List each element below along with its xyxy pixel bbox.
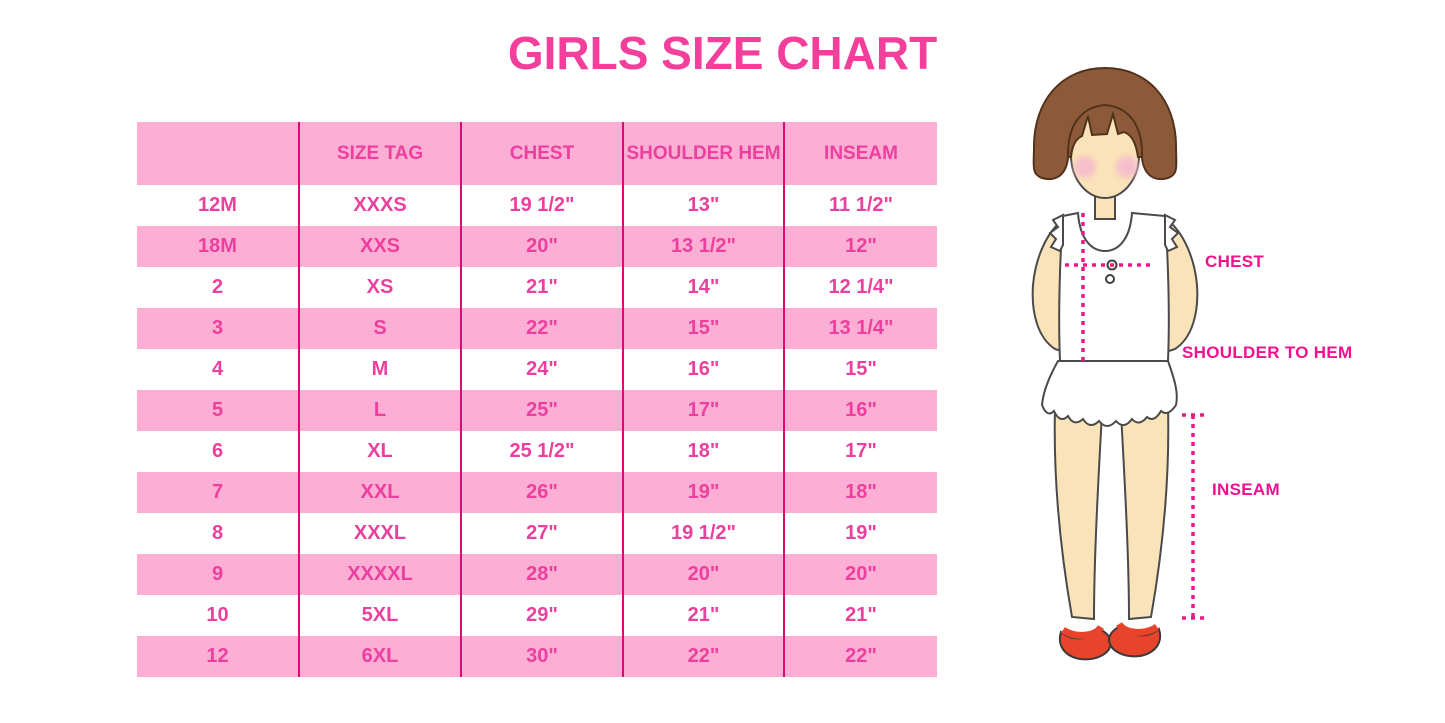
table-cell: 24" (461, 349, 624, 390)
table-cell: 17" (784, 431, 937, 472)
table-cell: XS (299, 267, 462, 308)
blush-left (1074, 156, 1096, 178)
table-cell: XL (299, 431, 462, 472)
table-cell: 2 (137, 267, 300, 308)
column-header-shoulder-hem: SHOULDER HEM (623, 122, 785, 185)
table-cell: 14" (623, 267, 785, 308)
table-row: 18M XXS 20" 13 1/2" 12" (137, 226, 937, 267)
table-cell: 19" (623, 472, 785, 513)
table-cell: 18M (137, 226, 300, 267)
table-cell: 21" (623, 595, 785, 636)
table-cell: 13 1/4" (784, 308, 937, 349)
table-cell: XXS (299, 226, 462, 267)
table-cell: 22" (623, 636, 785, 677)
table-cell: 4 (137, 349, 300, 390)
table-cell: 21" (784, 595, 937, 636)
table-cell: 19 1/2" (461, 185, 624, 226)
inseam-label: INSEAM (1212, 480, 1280, 499)
girl-illustration (1031, 66, 1206, 661)
blush-right (1116, 156, 1138, 178)
table-cell: 30" (461, 636, 624, 677)
table-cell: 12 1/4" (784, 267, 937, 308)
table-row: 8 XXXL 27" 19 1/2" 19" (137, 513, 937, 554)
table-cell: 16" (784, 390, 937, 431)
table-row: 9 XXXXL 28" 20" 20" (137, 554, 937, 595)
table-cell: 22" (461, 308, 624, 349)
skirt (1040, 360, 1178, 427)
shoe-right-strap (1116, 621, 1159, 636)
table-cell: 22" (784, 636, 937, 677)
table-row: 6 XL 25 1/2" 18" 17" (137, 431, 937, 472)
column-header-size-tag: SIZE TAG (299, 122, 462, 185)
arm-right (1162, 215, 1199, 355)
table-row: 4 M 24" 16" 15" (137, 349, 937, 390)
table-cell: 21" (461, 267, 624, 308)
table-cell: 13" (623, 185, 785, 226)
page-title: GIRLS SIZE CHART (507, 27, 938, 79)
table-cell: 20" (461, 226, 624, 267)
girls-size-chart-table: SIZE TAG CHEST SHOULDER HEM INSEAM 12M XX… (137, 122, 937, 677)
table-cell: 16" (623, 349, 785, 390)
table-row: 12 6XL 30" 22" 22" (137, 636, 937, 677)
table-cell: 19 1/2" (623, 513, 785, 554)
table-cell: 20" (623, 554, 785, 595)
table-cell: 18" (784, 472, 937, 513)
table-cell: 15" (784, 349, 937, 390)
leg-right (1119, 405, 1170, 621)
table-cell: 7 (137, 472, 300, 513)
table-cell: 6XL (299, 636, 462, 677)
table-cell: M (299, 349, 462, 390)
table-row: 10 5XL 29" 21" 21" (137, 595, 937, 636)
table-cell: 3 (137, 308, 300, 349)
table-cell: 5XL (299, 595, 462, 636)
shoulder-to-hem-label: SHOULDER TO HEM (1182, 343, 1353, 362)
column-header-size (137, 122, 300, 185)
top-bodice (1058, 211, 1170, 362)
table-row: 7 XXL 26" 19" 18" (137, 472, 937, 513)
button-bottom (1105, 274, 1115, 284)
table-row: 2 XS 21" 14" 12 1/4" (137, 267, 937, 308)
table-cell: 8 (137, 513, 300, 554)
table-cell: 5 (137, 390, 300, 431)
table-cell: 28" (461, 554, 624, 595)
table-row: 12M XXXS 19 1/2" 13" 11 1/2" (137, 185, 937, 226)
table-row: 5 L 25" 17" 16" (137, 390, 937, 431)
table-cell: 29" (461, 595, 624, 636)
table-cell: 12" (784, 226, 937, 267)
table-cell: S (299, 308, 462, 349)
size-table-body: 12M XXXS 19 1/2" 13" 11 1/2" 18M XXS 20" 13 1/2"… (137, 185, 937, 677)
table-cell: 12 (137, 636, 300, 677)
shoulder-frill-left (1048, 213, 1064, 253)
table-header-row: SIZE TAG CHEST SHOULDER HEM INSEAM (137, 122, 937, 185)
table-cell: 10 (137, 595, 300, 636)
shoe-left-strap (1061, 624, 1104, 639)
table-cell: 27" (461, 513, 624, 554)
table-cell: XXXS (299, 185, 462, 226)
table-cell: 6 (137, 431, 300, 472)
table-cell: 25 1/2" (461, 431, 624, 472)
table-cell: 12M (137, 185, 300, 226)
table-cell: XXXL (299, 513, 462, 554)
table-cell: XXXXL (299, 554, 462, 595)
table-cell: 20" (784, 554, 937, 595)
leg-left (1053, 405, 1104, 621)
table-cell: 25" (461, 390, 624, 431)
table-cell: 9 (137, 554, 300, 595)
table-row: 3 S 22" 15" 13 1/4" (137, 308, 937, 349)
table-cell: 18" (623, 431, 785, 472)
table-cell: L (299, 390, 462, 431)
column-header-chest: CHEST (461, 122, 624, 185)
column-header-inseam: INSEAM (784, 122, 937, 185)
shoulder-frill-right (1164, 213, 1180, 253)
table-cell: 15" (623, 308, 785, 349)
table-cell: 17" (623, 390, 785, 431)
table-cell: 19" (784, 513, 937, 554)
table-cell: 26" (461, 472, 624, 513)
chest-label: CHEST (1205, 252, 1265, 271)
table-cell: 13 1/2" (623, 226, 785, 267)
table-cell: XXL (299, 472, 462, 513)
table-cell: 11 1/2" (784, 185, 937, 226)
bangs (1066, 103, 1144, 158)
